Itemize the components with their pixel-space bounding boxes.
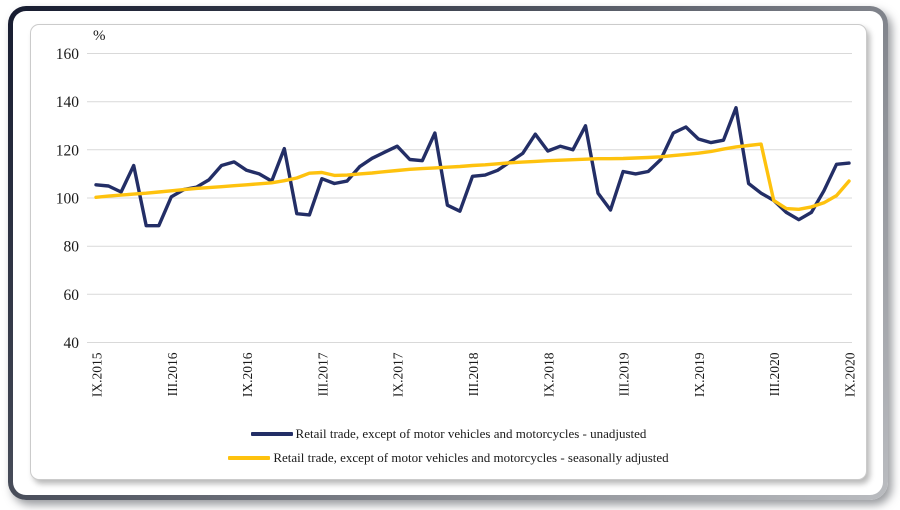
- svg-text:IX.2020: IX.2020: [843, 352, 858, 397]
- y-axis-unit-label: %: [93, 28, 106, 44]
- legend-item-unadjusted: Retail trade, except of motor vehicles a…: [250, 426, 647, 442]
- svg-text:IX.2018: IX.2018: [541, 352, 556, 397]
- retail-trade-line-chart: 40 60 80 100 120 140 160 IX.2015 III.2016 IX.2016…: [56, 46, 858, 397]
- legend-item-seasonally-adjusted: Retail trade, except of motor vehicles a…: [228, 450, 669, 466]
- svg-text:IX.2015: IX.2015: [90, 352, 105, 397]
- legend-label-seasonally-adjusted: Retail trade, except of motor vehicles a…: [273, 450, 669, 465]
- svg-text:140: 140: [56, 94, 80, 111]
- chart-legend: Retail trade, except of motor vehicles a…: [31, 426, 866, 466]
- svg-text:60: 60: [64, 287, 80, 304]
- svg-text:III.2019: III.2019: [617, 352, 632, 396]
- svg-text:160: 160: [56, 46, 80, 63]
- svg-text:120: 120: [56, 142, 80, 159]
- svg-text:IX.2016: IX.2016: [240, 352, 255, 397]
- legend-line-swatch-seasonally-adjusted: [228, 456, 271, 460]
- svg-text:IX.2017: IX.2017: [391, 352, 406, 397]
- svg-text:100: 100: [56, 191, 80, 208]
- svg-text:III.2018: III.2018: [466, 352, 481, 396]
- svg-text:80: 80: [64, 239, 80, 256]
- legend-label-unadjusted: Retail trade, except of motor vehicles a…: [295, 426, 647, 441]
- svg-text:40: 40: [64, 335, 80, 352]
- legend-line-swatch-unadjusted: [250, 432, 293, 436]
- chart-panel: % 40 60 80 100 120 140 160 IX.2015 III.2016 IX.20…: [30, 24, 867, 480]
- svg-text:III.2017: III.2017: [315, 352, 330, 396]
- svg-text:IX.2019: IX.2019: [692, 352, 707, 397]
- svg-text:III.2020: III.2020: [767, 352, 782, 396]
- svg-text:III.2016: III.2016: [165, 352, 180, 396]
